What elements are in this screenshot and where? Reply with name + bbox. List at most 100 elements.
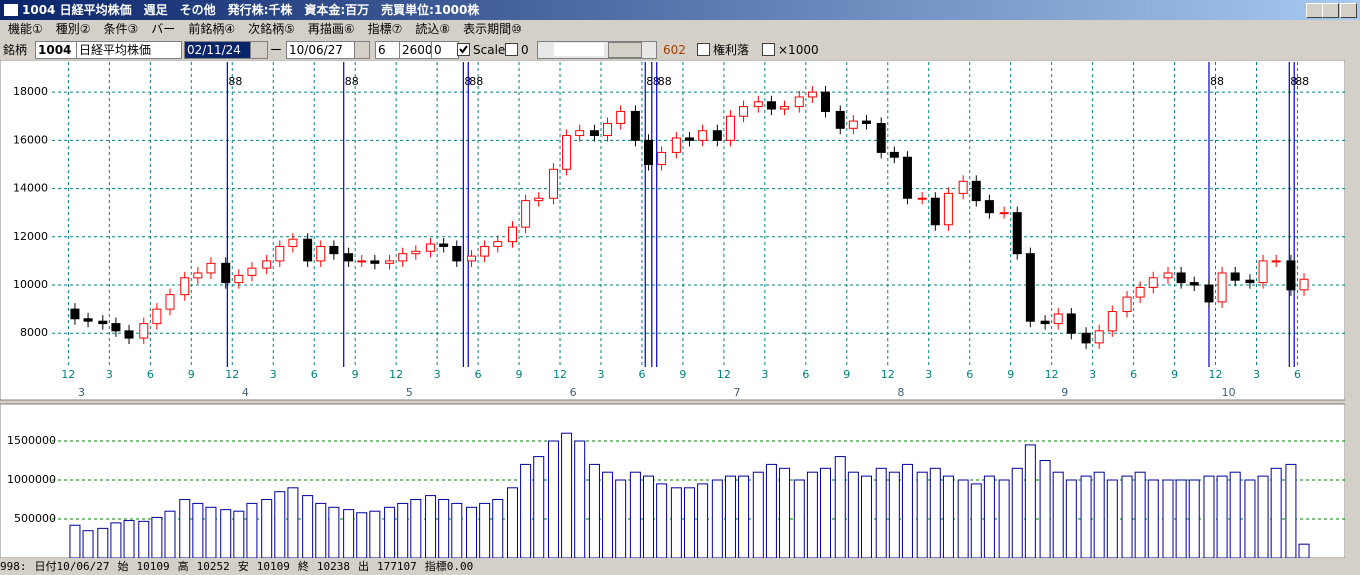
check-mark <box>459 45 468 54</box>
field2[interactable]: 2600 <box>399 41 433 59</box>
menu-item[interactable]: 条件③ <box>103 22 139 36</box>
volume-bar <box>1285 463 1297 558</box>
menu-item[interactable]: 読込⑧ <box>415 22 451 36</box>
menu-item[interactable]: 再描画⑥ <box>307 22 355 36</box>
price-panel <box>0 60 1345 401</box>
volume-bar <box>397 502 409 558</box>
checkbox-checked[interactable] <box>457 43 470 56</box>
volume-bar <box>164 510 176 558</box>
volume-bar <box>479 502 491 558</box>
year-label: 6 <box>570 386 577 399</box>
dropdown-button[interactable] <box>354 41 370 59</box>
candle-body <box>1066 313 1076 334</box>
candle-body <box>780 106 790 110</box>
candle-body <box>930 197 940 226</box>
volume-bar <box>1229 471 1241 558</box>
field3[interactable]: 0 <box>431 41 459 59</box>
volume-bar <box>683 487 695 558</box>
candle-body <box>1245 279 1255 284</box>
y-tick-label: 10000 <box>13 278 48 291</box>
volume-bar <box>1147 479 1159 558</box>
menu-item[interactable]: 次銘柄⑤ <box>248 22 295 36</box>
scrollbar[interactable] <box>537 41 657 59</box>
candle-body <box>589 130 599 137</box>
menu-item[interactable]: 機能① <box>8 22 43 36</box>
candle-body <box>917 197 927 200</box>
volume-bar <box>724 475 736 558</box>
volume-bar <box>1162 479 1174 558</box>
label: 銘柄 <box>3 43 28 57</box>
volume-bar <box>138 520 150 558</box>
menu-item[interactable]: 表示期間⑩ <box>463 22 522 36</box>
date-from[interactable]: 02/11/24 <box>184 41 252 59</box>
close-button[interactable] <box>1340 3 1357 18</box>
candle-body <box>344 253 354 262</box>
candle-body <box>698 130 708 141</box>
checkbox[interactable] <box>505 43 518 56</box>
volume-bar <box>1257 475 1269 558</box>
status-item: 指標0.00 <box>424 560 474 573</box>
candle-body <box>1176 272 1186 284</box>
volume-bar <box>860 475 872 558</box>
volume-bar <box>1244 479 1256 558</box>
spin-button[interactable] <box>250 41 268 59</box>
volume-bar <box>287 487 299 558</box>
volume-bar <box>806 471 818 558</box>
candle-body <box>1258 260 1268 284</box>
volume-bar <box>643 475 655 558</box>
volume-bar <box>1106 479 1118 558</box>
volume-bar <box>492 499 504 558</box>
name-field[interactable]: 日経平均株価 <box>76 41 182 59</box>
candle-body <box>848 120 858 129</box>
candle-body <box>984 200 994 214</box>
volume-bar <box>916 471 928 558</box>
x-tick-label: 3 <box>270 368 277 381</box>
candle-body <box>370 260 380 264</box>
x-tick-label: 3 <box>1253 368 1260 381</box>
volume-bar <box>875 467 887 558</box>
volume-bar <box>970 483 982 558</box>
volume-bar <box>1024 444 1036 558</box>
candle-body <box>329 245 339 255</box>
x-tick-label: 3 <box>597 368 604 381</box>
x-tick-label: 6 <box>311 368 318 381</box>
volume-bar <box>274 491 286 558</box>
candle-body <box>684 137 694 141</box>
field1[interactable]: 6 <box>375 41 401 59</box>
x1000-label: ×1000 <box>778 43 819 57</box>
menu-item[interactable]: 指標⑦ <box>367 22 403 36</box>
candle-body <box>165 294 175 310</box>
candle-body <box>548 168 558 199</box>
candle-body <box>1107 311 1117 332</box>
candle-body <box>958 180 968 194</box>
candle-body <box>861 120 871 124</box>
volume-bar <box>1216 475 1228 558</box>
minimize-button[interactable] <box>1306 3 1323 18</box>
x-tick-label: 3 <box>761 368 768 381</box>
maximize-button[interactable] <box>1322 3 1339 18</box>
volume-bar <box>779 467 791 558</box>
x-tick-label: 9 <box>188 368 195 381</box>
status-item: 177107 <box>376 560 417 573</box>
year-label: 7 <box>734 386 741 399</box>
volume-bar <box>1052 471 1064 558</box>
x-tick-label: 12 <box>1209 368 1223 381</box>
volume-bar <box>451 502 463 558</box>
event-label: 88 <box>345 75 359 88</box>
volume-bar <box>302 495 314 558</box>
scroll-thumb[interactable] <box>608 42 642 58</box>
year-label: 3 <box>78 386 85 399</box>
menu-item[interactable]: 前銘柄④ <box>188 22 236 36</box>
checkbox[interactable] <box>697 43 710 56</box>
candle-body <box>603 122 613 137</box>
menu-item[interactable]: 種別② <box>55 22 91 36</box>
code-field[interactable]: 1004 <box>35 41 77 59</box>
candle-body <box>411 250 421 255</box>
date-to[interactable]: 10/06/27 <box>286 41 356 59</box>
menu-item[interactable]: バー <box>151 22 176 36</box>
checkbox[interactable] <box>762 43 775 56</box>
candle-body <box>467 255 477 262</box>
candle-body <box>452 245 462 262</box>
candle-body <box>835 110 845 129</box>
y-tick-label: 16000 <box>13 133 48 146</box>
